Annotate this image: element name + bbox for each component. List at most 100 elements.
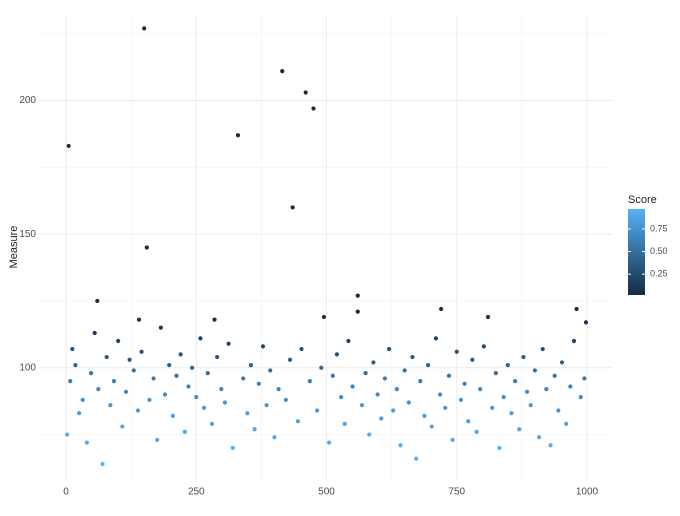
point [307, 379, 312, 384]
y-tick-label: 200 [19, 95, 36, 106]
point [127, 357, 132, 362]
y-axis-label: Measure [8, 226, 20, 269]
point [513, 379, 518, 384]
point [359, 403, 365, 408]
point [108, 403, 113, 408]
point [147, 397, 152, 402]
point [144, 245, 149, 250]
point [342, 421, 347, 426]
point [276, 387, 281, 392]
point [198, 336, 203, 341]
point [446, 373, 452, 378]
point [532, 368, 537, 373]
point [92, 330, 97, 336]
point [167, 362, 172, 368]
point [394, 387, 399, 392]
point [96, 387, 101, 392]
point [524, 389, 530, 394]
point [517, 427, 522, 432]
x-tick-label: 750 [448, 487, 465, 498]
point [252, 427, 257, 432]
point [260, 344, 266, 349]
point [100, 461, 105, 467]
colorbar [628, 209, 645, 295]
point [139, 349, 144, 354]
x-tick-label: 250 [188, 487, 205, 498]
point [398, 443, 403, 448]
point [371, 360, 376, 365]
point [209, 421, 215, 426]
point [215, 354, 220, 360]
point [574, 306, 579, 312]
point [429, 424, 434, 429]
point [123, 389, 129, 394]
x-tick-label: 0 [63, 487, 69, 498]
point [450, 437, 455, 443]
point [66, 143, 71, 149]
point [178, 352, 183, 357]
point [241, 376, 246, 381]
point [418, 379, 423, 384]
point [151, 376, 156, 381]
point [485, 314, 491, 320]
point [501, 395, 506, 400]
legend-title: Score [628, 194, 657, 206]
point [559, 360, 565, 365]
point [497, 445, 502, 451]
point [162, 392, 168, 397]
point [406, 400, 411, 405]
point [321, 314, 327, 320]
point [226, 341, 231, 346]
point [478, 387, 483, 392]
point [422, 413, 427, 418]
point [88, 371, 94, 376]
y-tick-label: 100 [19, 362, 36, 373]
point [174, 373, 179, 378]
point [283, 397, 288, 402]
point [104, 354, 109, 360]
point [568, 384, 573, 389]
point [219, 387, 224, 392]
point [521, 354, 526, 360]
point [256, 381, 261, 386]
point [120, 424, 125, 429]
point [330, 373, 335, 378]
point [68, 379, 73, 384]
point [182, 429, 187, 434]
point [493, 371, 498, 376]
point [327, 440, 332, 445]
point [311, 106, 316, 111]
point [414, 456, 419, 461]
point [230, 445, 235, 451]
point [334, 352, 340, 357]
point [299, 346, 304, 352]
point [386, 346, 392, 352]
point [245, 411, 250, 416]
point [235, 133, 241, 138]
point [583, 320, 589, 325]
point [490, 405, 495, 410]
point [268, 368, 273, 373]
point [509, 411, 514, 416]
point [116, 338, 121, 344]
point [222, 400, 228, 405]
point [111, 379, 117, 384]
point [73, 362, 78, 368]
point [552, 373, 557, 378]
point [454, 349, 459, 354]
point [201, 405, 207, 410]
point [315, 408, 320, 413]
point [280, 69, 285, 74]
point [426, 362, 431, 368]
point [481, 344, 486, 349]
point [272, 435, 277, 440]
point [212, 317, 217, 322]
point [410, 354, 415, 360]
point [355, 309, 360, 314]
colorbar-tick-label: 0.25 [650, 269, 668, 279]
point [443, 405, 448, 410]
point [84, 440, 89, 445]
point [70, 346, 75, 352]
point [319, 365, 324, 370]
